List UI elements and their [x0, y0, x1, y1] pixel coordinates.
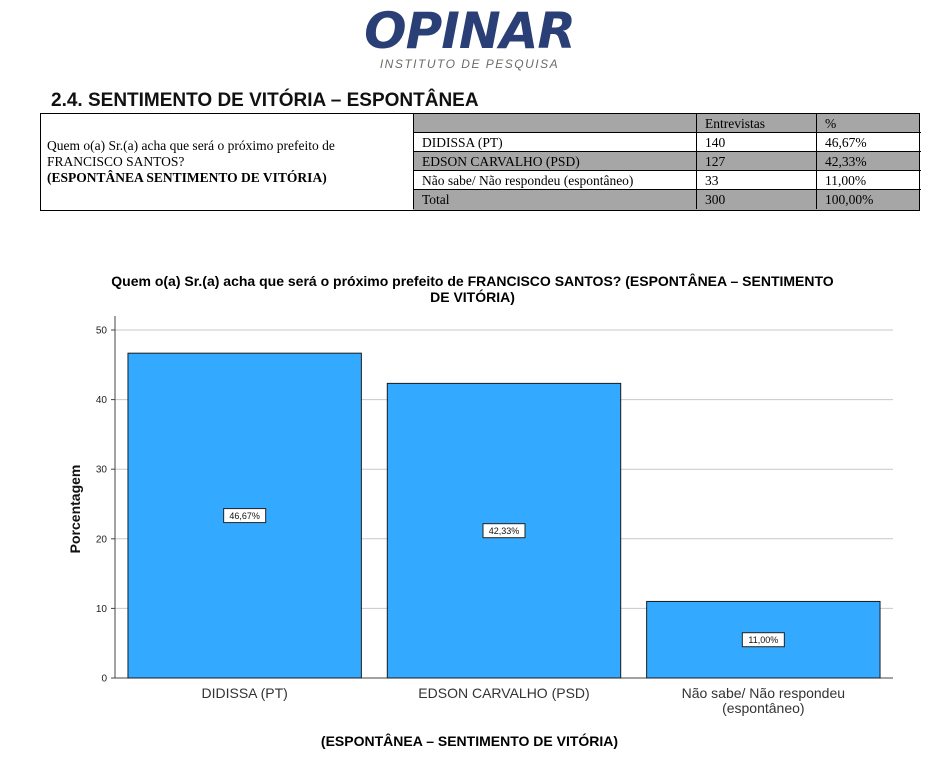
row-count: 33: [696, 171, 816, 190]
y-tick-label: 50: [96, 326, 108, 337]
header-empty: [413, 114, 696, 133]
header-entrevistas: Entrevistas: [696, 114, 816, 133]
table-row: EDSON CARVALHO (PSD) 127 42,33%: [413, 152, 921, 171]
data-label: 11,00%: [748, 635, 778, 645]
table-header-row: Entrevistas %: [413, 114, 921, 133]
question-line-1: Quem o(a) Sr.(a) acha que será o próximo…: [47, 138, 335, 153]
logo-brand: OPINAR: [364, 2, 576, 60]
row-label: DIDISSA (PT): [413, 133, 696, 152]
row-count: 140: [696, 133, 816, 152]
row-count: 127: [696, 152, 816, 171]
y-tick-label: 40: [96, 395, 108, 406]
data-label-box: [482, 523, 526, 539]
y-tick-label: 30: [96, 465, 108, 476]
data-label-box: [223, 508, 267, 524]
data-label: 46,67%: [229, 511, 260, 521]
y-tick-label: 0: [101, 674, 107, 685]
row-pct: 100,00%: [816, 190, 921, 209]
question-line-3: (ESPONTÂNEA SENTIMENTO DE VITÓRIA): [47, 170, 327, 185]
table-row: DIDISSA (PT) 140 46,67%: [413, 133, 921, 152]
table-row: Não sabe/ Não respondeu (espontâneo) 33 …: [413, 171, 921, 190]
logo: OPINAR INSTITUTO DE PESQUISA: [0, 0, 939, 78]
section-title: 2.4. SENTIMENTO DE VITÓRIA – ESPONTÂNEA: [51, 90, 479, 111]
x-tick-label: (espontâneo): [722, 700, 805, 716]
chart-title: Quem o(a) Sr.(a) acha que será o próximo…: [50, 273, 895, 305]
table-row-total: Total 300 100,00%: [413, 190, 919, 210]
question-line-2: FRANCISCO SANTOS?: [47, 154, 185, 169]
row-count: 300: [696, 190, 816, 209]
row-pct: 46,67%: [816, 133, 921, 152]
y-tick-label: 20: [96, 534, 108, 545]
row-pct: 42,33%: [816, 152, 921, 171]
data-label-box: [741, 632, 785, 648]
results-table: Quem o(a) Sr.(a) acha que será o próximo…: [40, 113, 921, 211]
row-pct: 11,00%: [816, 171, 921, 190]
x-axis-label: (ESPONTÂNEA – SENTIMENTO DE VITÓRIA): [320, 733, 619, 749]
header-pct: %: [816, 114, 921, 133]
row-label: Não sabe/ Não respondeu (espontâneo): [413, 171, 696, 190]
y-axis-label: Porcentagem: [67, 465, 83, 554]
chart-title-line-1: Quem o(a) Sr.(a) acha que será o próximo…: [111, 273, 834, 289]
logo-tagline: INSTITUTO DE PESQUISA: [379, 57, 560, 71]
x-tick-label: Não sabe/ Não respondeu: [682, 685, 845, 701]
y-tick-label: 10: [96, 604, 108, 615]
data-label: 42,33%: [489, 526, 520, 536]
row-label: Total: [413, 190, 696, 209]
x-tick-label: EDSON CARVALHO (PSD): [418, 685, 589, 701]
question-text: Quem o(a) Sr.(a) acha que será o próximo…: [47, 138, 407, 186]
bar-chart: 0 10 20 30 40 50 Porcentagem 46,67% DIDISSA (PT)…: [67, 316, 893, 716]
x-tick-label: DIDISSA (PT): [201, 685, 287, 701]
row-label: EDSON CARVALHO (PSD): [413, 152, 696, 171]
chart-title-line-2: DE VITÓRIA): [430, 289, 515, 305]
